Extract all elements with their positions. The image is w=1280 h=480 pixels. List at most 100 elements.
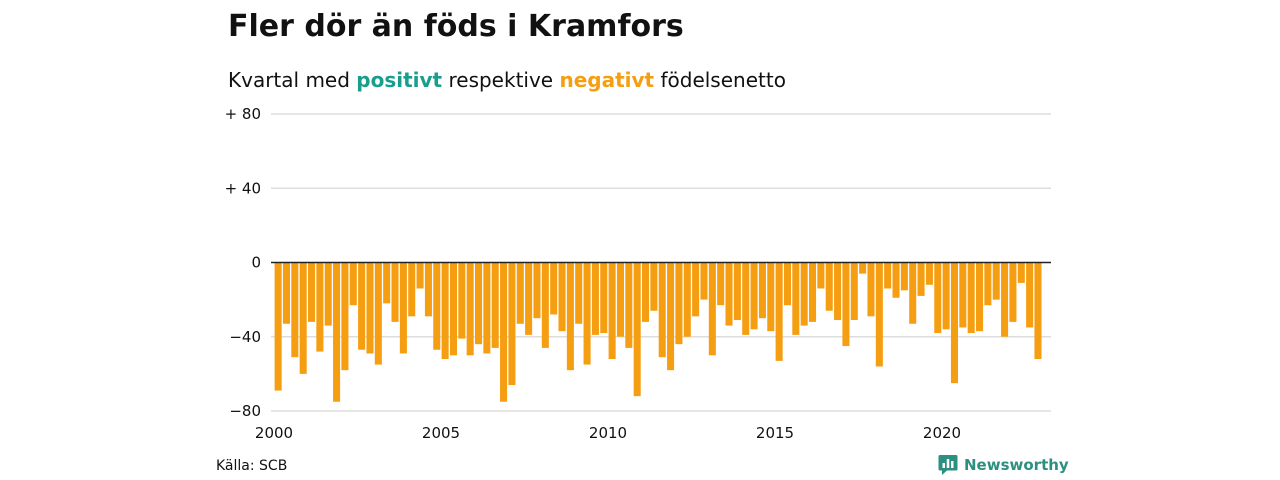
bar [583, 262, 591, 365]
bar [374, 262, 382, 365]
bar [349, 262, 357, 306]
bar [475, 262, 483, 345]
bar [667, 262, 675, 371]
bar [792, 262, 800, 335]
bar [525, 262, 533, 335]
subtitle-suffix: födelsenetto [654, 68, 786, 92]
subtitle-middle: respektive [442, 68, 560, 92]
x-tick-label: 2015 [756, 424, 794, 442]
bar [758, 262, 766, 319]
bar [984, 262, 992, 306]
source-note: Källa: SCB [216, 458, 288, 474]
bar [750, 262, 758, 330]
bar [366, 262, 374, 354]
bar [416, 262, 424, 289]
x-tick-label: 2020 [923, 424, 961, 442]
bar [917, 262, 925, 296]
bar [558, 262, 566, 332]
x-tick-label: 2000 [255, 424, 293, 442]
bar [516, 262, 524, 324]
bar [508, 262, 516, 386]
bar [282, 262, 290, 324]
bar [1009, 262, 1017, 322]
bar [341, 262, 349, 371]
bar [324, 262, 332, 326]
bar [692, 262, 700, 317]
brand-name: Newsworthy [964, 456, 1069, 474]
bar [717, 262, 725, 306]
bar [608, 262, 616, 360]
bar [500, 262, 508, 402]
bar [566, 262, 574, 371]
bar [308, 262, 316, 322]
bar [859, 262, 867, 274]
bar [783, 262, 791, 306]
bar [700, 262, 708, 300]
y-tick-label: −80 [229, 402, 261, 420]
y-tick-label: 0 [251, 254, 261, 272]
bar [433, 262, 441, 350]
bar [942, 262, 950, 330]
bar [658, 262, 666, 358]
bar [775, 262, 783, 361]
bar [959, 262, 967, 328]
bar [967, 262, 975, 334]
chart-title: Fler dör än föds i Kramfors [228, 9, 684, 44]
bar [441, 262, 449, 360]
bar [316, 262, 324, 352]
bar [291, 262, 299, 358]
bar [1017, 262, 1025, 283]
bar [992, 262, 1000, 300]
bar [708, 262, 716, 356]
bar [976, 262, 984, 332]
bar [575, 262, 583, 324]
bar [683, 262, 691, 337]
bar [274, 262, 282, 391]
bar [650, 262, 658, 311]
bar [458, 262, 466, 339]
bar [600, 262, 608, 334]
bar [725, 262, 733, 326]
bar [850, 262, 858, 321]
bar [533, 262, 541, 319]
bar [909, 262, 917, 324]
bar [483, 262, 491, 354]
bar [333, 262, 341, 402]
bar [950, 262, 958, 384]
y-tick-label: + 40 [225, 179, 261, 197]
bar [399, 262, 407, 354]
bar [391, 262, 399, 322]
bar [800, 262, 808, 326]
bar [825, 262, 833, 311]
x-tick-label: 2005 [422, 424, 460, 442]
newsworthy-logo: Newsworthy [938, 454, 1069, 476]
bar [616, 262, 624, 337]
subtitle-positive-word: positivt [356, 68, 443, 92]
bar [550, 262, 558, 315]
subtitle-prefix: Kvartal med [228, 68, 357, 92]
bar [884, 262, 892, 289]
bar [817, 262, 825, 289]
subtitle-negative-word: negativt [559, 68, 655, 92]
bar [875, 262, 883, 367]
bar [834, 262, 842, 321]
bar [466, 262, 474, 356]
bar [733, 262, 741, 321]
bar [449, 262, 457, 356]
bar [625, 262, 633, 348]
bar [842, 262, 850, 347]
bar [892, 262, 900, 298]
y-tick-label: + 80 [225, 105, 261, 123]
newsworthy-logo-icon [938, 455, 958, 475]
bar [383, 262, 391, 304]
bar [867, 262, 875, 317]
bar [633, 262, 641, 397]
bar [642, 262, 650, 322]
bar [809, 262, 817, 322]
bar [742, 262, 750, 335]
bar [299, 262, 307, 374]
bar [491, 262, 499, 348]
bar [541, 262, 549, 348]
bar [925, 262, 933, 285]
